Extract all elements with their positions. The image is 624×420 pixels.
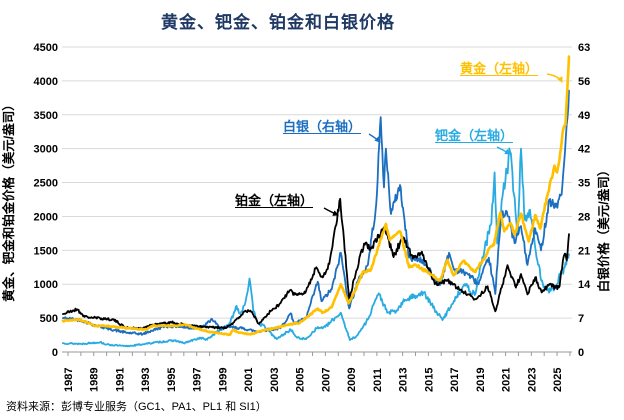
left-axis-tick-label: 3500 [34,110,58,122]
right-axis-tick-label: 28 [578,211,590,223]
data-series-lines [61,55,571,348]
x-axis-tick-label: 2005 [295,368,307,392]
x-axis-tick-label: 1987 [63,368,75,392]
left-axis-title: 黄金、钯金和铂金价格（美元/盎司） [1,98,16,301]
right-axis-tick-label: 49 [578,110,590,122]
left-axis-tick-label: 3000 [34,144,58,156]
x-axis-tick-label: 1991 [114,368,126,392]
x-axis-tick-label: 1999 [217,368,229,392]
left-axis-tick-label: 2500 [34,178,58,190]
palladium-annotation-arrow [496,146,511,155]
x-axis-tick-label: 2013 [398,368,410,392]
x-axis-tick-label: 2021 [501,368,513,392]
right-axis-tick-label: 56 [578,76,590,88]
x-axis-tick-label: 2015 [423,368,435,392]
platinum-series-label: 铂金（左轴） [235,193,314,208]
series-line-白银 [62,89,570,336]
right-axis-tick-label: 0 [578,347,584,359]
series-line-黄金 [61,55,571,337]
gold-annotation-arrow [546,73,563,83]
x-axis-tick-label: 2009 [346,368,358,392]
gold-series-label: 黄金（左轴） [460,61,539,76]
x-axis-tick-label: 1989 [89,368,101,392]
palladium-series-label: 钯金（左轴） [435,128,514,143]
left-axis-tick-label: 1000 [34,279,58,291]
source-note: 资料来源：彭博专业服务（GC1、PA1、PL1 和 SI1） [6,401,267,413]
left-axis-tick-label: 4500 [34,42,58,54]
silver-series-label: 白银（右轴） [283,119,362,134]
right-axis-tick-label: 21 [578,245,590,257]
annotation-arrows [323,73,563,216]
left-axis-tick-label: 0 [52,347,58,359]
series-line-钯金 [62,147,570,348]
left-axis-tick-label: 2000 [34,211,58,223]
right-axis-tick-label: 42 [578,144,590,156]
chart-title: 黄金、钯金、铂金和白银价格 [161,13,395,32]
left-axis-tick-label: 1500 [34,245,58,257]
x-axis-tick-label: 2007 [320,368,332,392]
x-axis-tick-label: 2001 [243,368,255,392]
right-axis-tick-label: 63 [578,42,590,54]
x-axis-tick-label: 2017 [449,368,461,392]
right-axis-tick-label: 7 [578,313,584,325]
x-axis-tick-label: 1995 [166,368,178,392]
x-axis-tick-label: 2025 [552,368,564,392]
right-axis-tick-label: 35 [578,178,590,190]
series-line-铂金 [62,197,570,330]
x-axis-tick-label: 2019 [475,368,487,392]
x-axis-tick-label: 2023 [526,368,538,392]
right-axis-tick-label: 14 [578,279,591,291]
silver-annotation-arrow [368,133,381,143]
right-axis-title: 白银价格（美元/盎司） [596,164,611,292]
left-axis-tick-label: 500 [40,313,58,325]
x-axis-tick-label: 1997 [192,368,204,392]
platinum-annotation-arrow [323,207,339,216]
x-axis-tick-label: 2003 [269,368,281,392]
x-axis-tick-label: 1993 [140,368,152,392]
x-axis-tick-label: 2011 [372,368,384,392]
left-axis-tick-label: 4000 [34,76,58,88]
axes: 0 500 1000 1500 2000 2500 3000 3500 4000 4500 0 7 14… [34,42,592,392]
